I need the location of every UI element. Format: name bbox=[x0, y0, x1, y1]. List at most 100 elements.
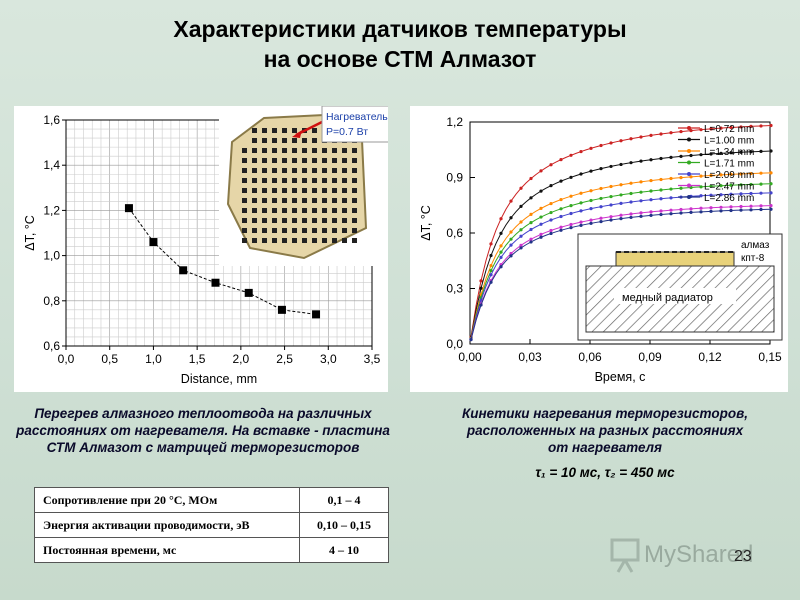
series-marker bbox=[649, 189, 653, 193]
series-marker bbox=[489, 280, 493, 284]
series-marker bbox=[579, 172, 583, 176]
series-marker bbox=[659, 188, 663, 192]
series-marker bbox=[539, 222, 543, 226]
series-marker bbox=[629, 161, 633, 165]
series-marker bbox=[619, 217, 623, 221]
series-marker bbox=[719, 205, 723, 209]
series-marker bbox=[639, 190, 643, 194]
series-marker bbox=[569, 222, 573, 227]
series-marker bbox=[559, 197, 563, 202]
series-marker bbox=[709, 209, 713, 213]
legend-marker bbox=[687, 160, 691, 165]
series-marker bbox=[649, 133, 653, 137]
series-marker bbox=[699, 153, 703, 157]
series-marker bbox=[769, 204, 773, 208]
x-tick-label: 2,5 bbox=[276, 352, 293, 366]
resistor-dot bbox=[262, 158, 267, 163]
right-caption-line: от нагревателя bbox=[548, 440, 662, 455]
resistor-dot bbox=[302, 148, 307, 153]
legend-label: L=2.86 mm bbox=[704, 193, 754, 204]
series-marker bbox=[699, 194, 703, 198]
series-marker bbox=[599, 143, 603, 148]
resistor-dot bbox=[322, 158, 327, 163]
resistor-dot bbox=[272, 178, 277, 183]
series-marker bbox=[509, 216, 513, 220]
series-marker bbox=[549, 201, 553, 206]
series-marker bbox=[709, 193, 713, 197]
series-marker bbox=[609, 141, 613, 145]
legend-label: L=1.71 mm bbox=[704, 159, 754, 170]
resistor-dot bbox=[332, 178, 337, 183]
series-marker bbox=[629, 215, 633, 220]
data-point bbox=[244, 288, 253, 297]
series-marker bbox=[759, 149, 763, 153]
resistor-dot bbox=[312, 218, 317, 223]
series-marker bbox=[749, 208, 753, 212]
series-marker bbox=[549, 218, 553, 222]
series-marker bbox=[649, 158, 653, 162]
series-marker bbox=[759, 204, 763, 208]
series-marker bbox=[719, 209, 723, 213]
resistor-dot bbox=[242, 228, 247, 233]
resistor-dot bbox=[332, 208, 337, 213]
series-marker bbox=[669, 208, 673, 212]
resistor-dot bbox=[252, 228, 257, 233]
series-marker bbox=[489, 273, 493, 277]
series-marker bbox=[759, 207, 763, 212]
series-marker bbox=[579, 201, 583, 205]
x-tick-label: 0,09 bbox=[638, 350, 662, 364]
x-tick-label: 0,12 bbox=[698, 350, 722, 364]
series-marker bbox=[569, 211, 573, 216]
series-marker bbox=[509, 230, 513, 234]
series-marker bbox=[759, 182, 763, 186]
series-marker bbox=[539, 189, 543, 193]
series-marker bbox=[589, 146, 593, 150]
resistor-dot bbox=[342, 238, 347, 243]
series-marker bbox=[759, 124, 763, 128]
series-marker bbox=[739, 150, 743, 154]
parameters-table: Сопротивление при 20 °С, МОм 0,1 – 4 Эне… bbox=[34, 487, 389, 563]
x-tick-label: 0,06 bbox=[578, 350, 602, 364]
resistor-dot bbox=[292, 178, 297, 183]
series-marker bbox=[669, 155, 673, 159]
series-marker bbox=[619, 183, 623, 187]
series-marker bbox=[749, 124, 753, 129]
resistor-dot bbox=[312, 168, 317, 173]
x-tick-label: 0,15 bbox=[758, 350, 782, 364]
resistor-dot bbox=[282, 138, 287, 143]
series-marker bbox=[709, 173, 713, 178]
y-tick-label: 0,6 bbox=[446, 226, 463, 240]
series-marker bbox=[649, 178, 653, 183]
series-marker bbox=[609, 184, 613, 189]
resistor-dot bbox=[292, 218, 297, 223]
series-marker bbox=[729, 151, 733, 155]
resistor-dot bbox=[322, 168, 327, 173]
series-marker bbox=[749, 204, 753, 208]
data-point bbox=[149, 238, 158, 247]
series-marker bbox=[649, 198, 653, 202]
series-marker bbox=[519, 204, 523, 208]
series-marker bbox=[629, 191, 633, 196]
series-marker bbox=[599, 219, 603, 224]
series-marker bbox=[639, 211, 643, 215]
series-marker bbox=[589, 198, 593, 203]
y-tick-label: 1,4 bbox=[43, 158, 60, 172]
series-marker bbox=[689, 153, 693, 158]
series-marker bbox=[519, 186, 523, 190]
resistor-dot bbox=[312, 148, 317, 153]
series-marker bbox=[469, 338, 473, 342]
series-marker bbox=[689, 128, 693, 133]
resistor-dot bbox=[252, 198, 257, 203]
series-marker bbox=[749, 182, 753, 187]
table-cell-value: 0,10 – 0,15 bbox=[299, 512, 389, 538]
series-marker bbox=[619, 201, 623, 206]
resistor-dot bbox=[332, 148, 337, 153]
table-cell-label: Энергия активации проводимости, эВ bbox=[34, 512, 300, 538]
series-marker bbox=[519, 243, 523, 247]
y-tick-label: 0,8 bbox=[43, 294, 60, 308]
series-marker bbox=[499, 265, 503, 269]
resistor-dot bbox=[332, 238, 337, 243]
resistor-dot bbox=[262, 208, 267, 213]
series-marker bbox=[719, 126, 723, 130]
series-marker bbox=[539, 206, 543, 211]
